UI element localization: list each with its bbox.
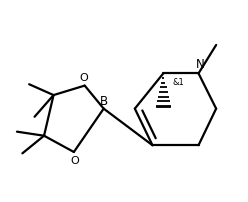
Text: &1: &1: [173, 77, 185, 86]
Text: O: O: [79, 73, 88, 83]
Text: O: O: [71, 156, 80, 165]
Text: N: N: [196, 58, 205, 71]
Text: B: B: [100, 95, 108, 108]
